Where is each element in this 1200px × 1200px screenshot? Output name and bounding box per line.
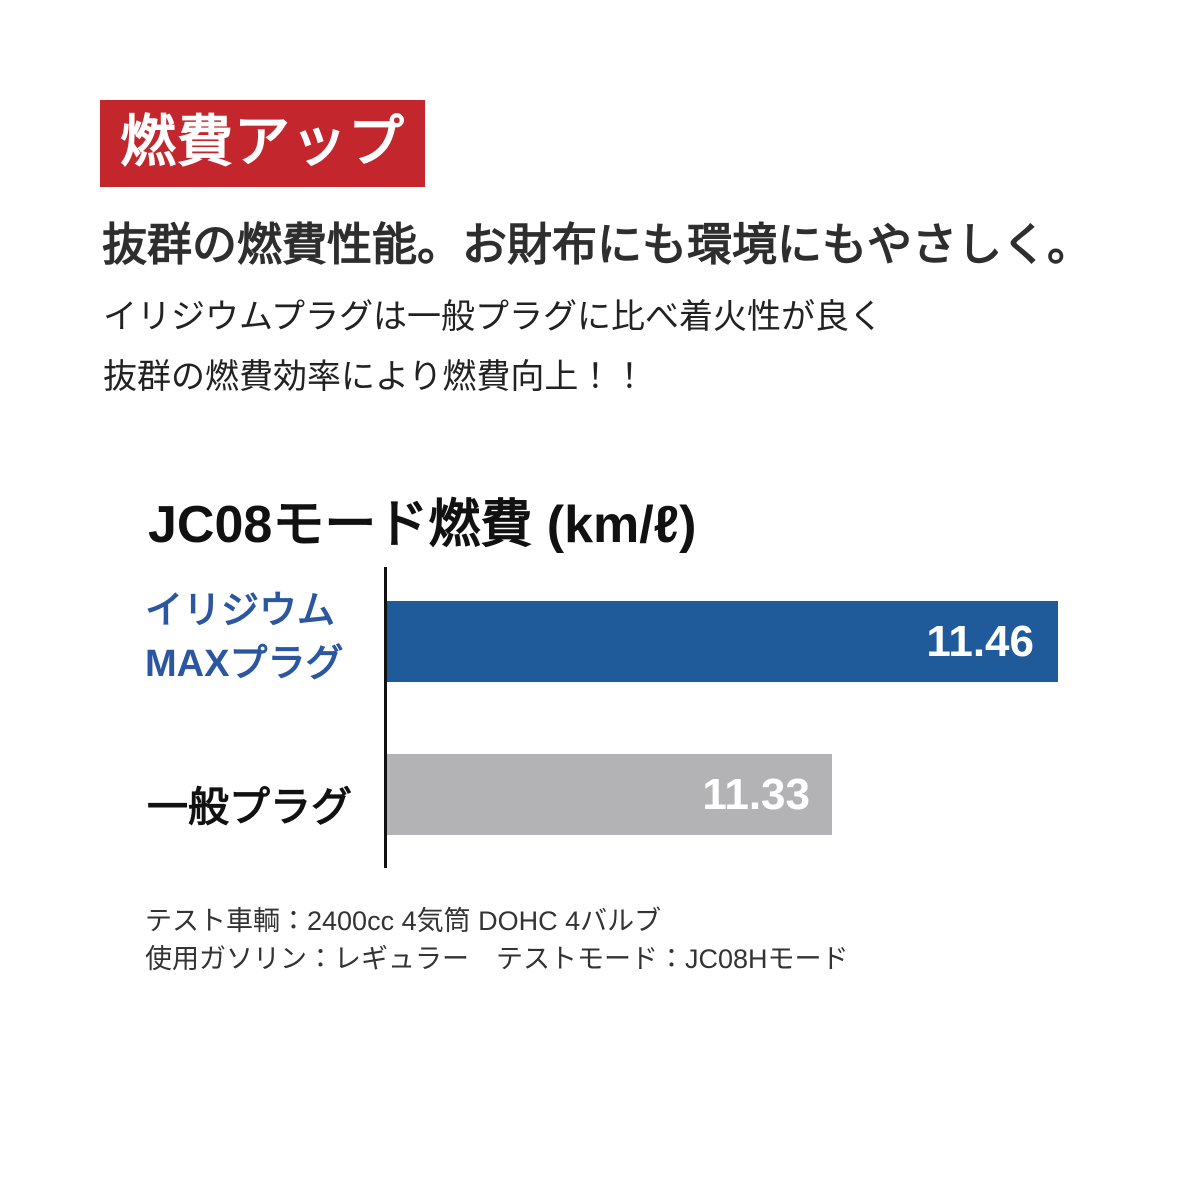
bar-label-iridium-max-line1: イリジウム xyxy=(145,590,336,632)
bar-label-iridium-max-line2: MAXプラグ xyxy=(145,643,344,685)
bar-standard-plug: 11.33 xyxy=(387,754,832,835)
bar-value-standard-plug: 11.33 xyxy=(702,769,810,819)
description-line-2: 抜群の燃費効率により燃費向上！！ xyxy=(103,358,647,396)
footnote-gasoline-testmode: 使用ガソリン：レギュラー テストモード：JC08Hモード xyxy=(145,944,849,974)
bar-iridium-max: 11.46 xyxy=(387,601,1058,682)
bar-label-standard-plug: 一般プラグ xyxy=(147,784,352,830)
footnote-test-vehicle: テスト車輌：2400cc 4気筒 DOHC 4バルブ xyxy=(145,906,662,936)
fuel-up-badge: 燃費アップ xyxy=(100,100,425,187)
headline: 抜群の燃費性能。お財布にも環境にもやさしく。 xyxy=(102,219,1093,270)
bar-value-iridium-max: 11.46 xyxy=(926,616,1034,666)
description-line-1: イリジウムプラグは一般プラグに比べ着火性が良く xyxy=(103,298,883,336)
chart-title: JC08モード燃費 (km/ℓ) xyxy=(148,496,697,554)
chart-axis-line xyxy=(384,567,387,868)
fuel-up-badge-label: 燃費アップ xyxy=(120,109,405,173)
bar-label-iridium-max: イリジウム MAXプラグ xyxy=(145,585,380,691)
